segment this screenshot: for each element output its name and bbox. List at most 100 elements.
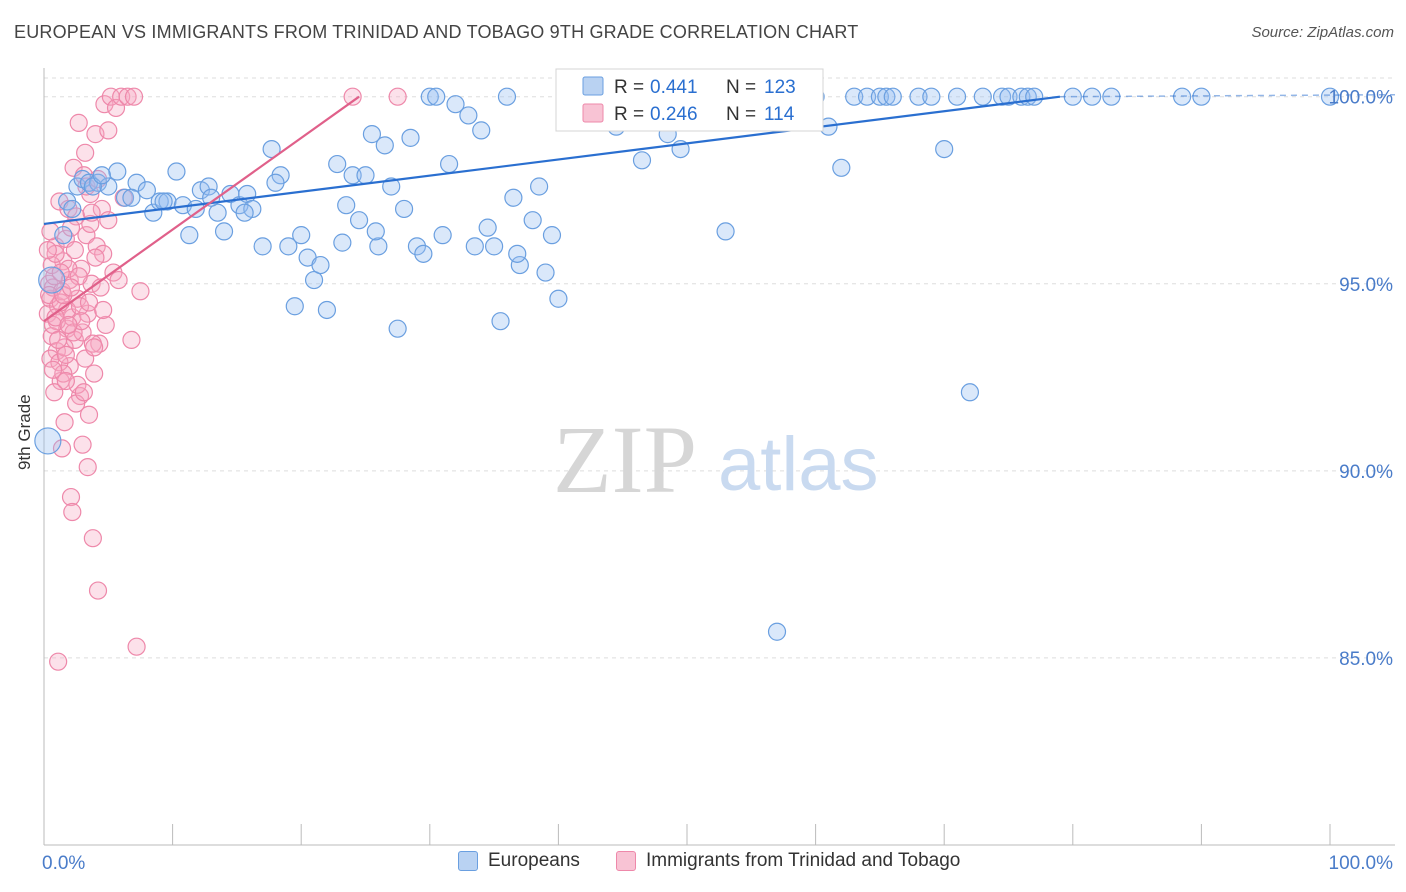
legend-swatch-blue (582, 76, 604, 96)
point-immigrants-63 (52, 439, 72, 458)
point-immigrants-50 (109, 270, 128, 290)
point-europeans-127 (433, 226, 452, 245)
y-tick-label-1: 90.0% (1339, 462, 1393, 483)
legend-swatch-immigrants (616, 851, 636, 871)
point-europeans-60 (523, 211, 542, 230)
point-immigrants-98 (38, 241, 57, 260)
series-europeans-points (34, 87, 1340, 641)
point-immigrants-46 (99, 121, 118, 140)
point-immigrants-32 (79, 405, 99, 424)
watermark: ZIP atlas (553, 406, 879, 513)
point-immigrants-18 (61, 487, 81, 507)
legend-swatch-pink (582, 103, 604, 123)
point-europeans-2 (54, 226, 73, 245)
legend-n-value-0: 123 (764, 77, 796, 98)
point-immigrants-67 (63, 502, 82, 522)
point-europeans-9 (99, 177, 118, 196)
legend-n-value-1: 114 (764, 104, 795, 125)
legend-n-label-0: N = (726, 77, 756, 98)
point-europeans-51 (446, 95, 465, 114)
trend-line-europeans-extension (1059, 93, 1396, 98)
point-europeans-62 (536, 263, 555, 282)
y-axis-label: 9th Grade (15, 394, 34, 470)
point-europeans-11 (115, 188, 135, 207)
point-immigrants-96 (94, 300, 113, 320)
x-tick-label-0: 0.0% (42, 853, 85, 874)
legend-swatch-europeans (458, 851, 478, 871)
legend-label-europeans: Europeans (488, 850, 580, 871)
point-immigrants-72 (76, 143, 95, 162)
point-europeans-92 (857, 87, 877, 106)
legend-item-europeans: Europeans (458, 850, 580, 872)
point-europeans-129 (508, 244, 527, 263)
point-europeans-43 (375, 136, 394, 155)
point-immigrants-108 (343, 87, 362, 106)
point-europeans-93 (870, 87, 890, 106)
point-europeans-10 (108, 162, 127, 181)
point-europeans-80 (716, 222, 735, 241)
point-europeans-19 (180, 226, 199, 245)
legend-label-immigrants: Immigrants from Trinidad and Tobago (646, 850, 961, 871)
chart-title: EUROPEAN VS IMMIGRANTS FROM TRINIDAD AND… (14, 22, 859, 42)
point-europeans-103 (999, 87, 1018, 106)
legend-bottom: Europeans Immigrants from Trinidad and T… (0, 850, 1406, 880)
point-immigrants-83 (56, 345, 75, 364)
watermark-atlas: atlas (718, 422, 879, 507)
point-immigrants-26 (72, 259, 91, 278)
point-europeans-122 (311, 255, 330, 275)
point-europeans-101 (973, 87, 992, 106)
axes (43, 68, 1395, 846)
point-immigrants-85 (61, 218, 81, 237)
point-europeans-115 (122, 188, 141, 207)
point-europeans-46 (401, 128, 420, 147)
point-immigrants-57 (131, 282, 150, 301)
point-europeans-1 (38, 266, 66, 294)
point-europeans-57 (497, 87, 517, 106)
point-europeans-99 (947, 87, 967, 106)
point-europeans-54 (478, 218, 497, 237)
point-europeans-4 (63, 199, 82, 219)
point-immigrants-24 (69, 113, 88, 132)
point-immigrants-109 (388, 87, 407, 106)
point-europeans-61 (530, 177, 549, 196)
legend-top: R = 0.441 N = 123 R = 0.246 N = 114 (555, 68, 824, 132)
point-immigrants-56 (127, 637, 146, 656)
point-immigrants-68 (65, 241, 84, 260)
trend-lines (43, 93, 1396, 323)
point-europeans-49 (427, 87, 446, 106)
point-europeans-17 (167, 162, 186, 181)
legend-n-label-1: N = (726, 104, 756, 125)
point-europeans-34 (304, 270, 324, 290)
point-europeans-40 (356, 166, 375, 185)
point-europeans-36 (328, 154, 347, 174)
watermark-zip: ZIP (553, 406, 697, 513)
point-europeans-111 (1192, 87, 1211, 106)
trend-line-immigrants (43, 95, 360, 323)
point-europeans-47 (407, 237, 427, 256)
y-tick-label-0: 85.0% (1339, 649, 1393, 670)
point-europeans-100 (960, 383, 980, 402)
point-europeans-37 (337, 196, 356, 215)
point-europeans-120 (266, 173, 285, 192)
point-europeans-56 (491, 312, 510, 331)
point-europeans-44 (382, 177, 401, 196)
point-europeans-102 (992, 87, 1012, 106)
point-europeans-35 (317, 300, 337, 320)
point-europeans-98 (935, 139, 954, 159)
point-europeans-21 (199, 177, 218, 196)
y-tick-label-2: 95.0% (1339, 275, 1393, 296)
point-europeans-22 (208, 203, 227, 222)
point-immigrants-36 (85, 364, 104, 383)
point-immigrants-105 (56, 371, 75, 391)
point-immigrants-76 (86, 248, 105, 267)
point-immigrants-106 (59, 315, 78, 335)
point-europeans-23 (214, 222, 234, 241)
point-europeans-55 (485, 237, 504, 256)
point-europeans-29 (262, 139, 281, 159)
point-immigrants-64 (55, 338, 74, 357)
point-europeans-14 (144, 203, 163, 222)
point-europeans-50 (439, 154, 459, 174)
trend-line-europeans (43, 95, 1061, 226)
point-europeans-0 (34, 427, 62, 455)
